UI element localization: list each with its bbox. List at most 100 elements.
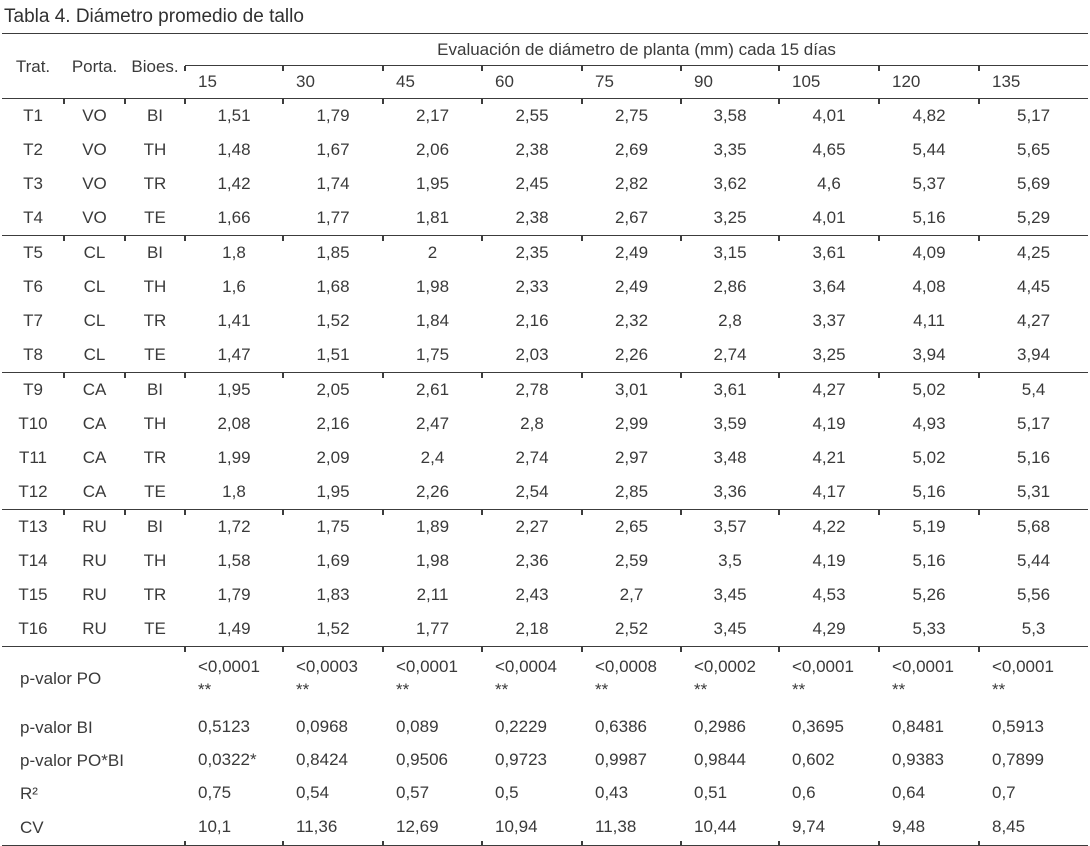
value-cell: 5,3 [1021,619,1046,638]
stats-value-cell: 0,54 [296,783,330,803]
value-cell: 4,29 [812,619,846,638]
value-cell: 1,75 [415,345,450,364]
bioes-cell: BI [124,98,185,133]
stats-value-cell: <0,0001 ** [382,646,482,711]
value-cell: 1,66 [217,208,251,227]
value-cell: 5,02 [912,448,946,467]
stats-value-cell: 0,0968 [296,717,348,737]
porta-cell: CL [63,235,125,270]
value-cell: 2,17 [382,98,482,133]
table-row: T10 CA TH 2,08 2,16 2,47 2,8 2,99 3,59 4,19 4,93 5,… [2,407,1088,441]
value-cell: 5,17 [1017,414,1051,433]
value-cell: 1,51 [184,98,283,133]
table-row: T15 RU TR 1,79 1,83 2,11 2,43 2,7 3,45 4,53 5,26 5,… [2,578,1088,612]
stats-value-cell: 0,6 [792,783,816,803]
header-row-1: Trat. Porta. Bioes. Evaluación de diámet… [2,35,1089,76]
value-cell: 5,56 [1017,585,1051,604]
value-cell: 3,94 [1017,345,1051,364]
header-trat: Trat. [15,56,51,76]
stats-value-cell: 10,94 [481,810,582,846]
value-cell: 4,21 [812,448,846,467]
value-cell: 2,74 [515,448,549,467]
stats-value-cell: 10,1 [184,810,283,846]
stats-value-cell: 0,9506 [396,750,448,770]
trat-cell: T14 [18,551,48,570]
value-cell: 3,37 [812,311,846,330]
table-row: T2 VO TH 1,48 1,67 2,06 2,38 2,69 3,35 4,65 5,44 5,… [2,133,1088,167]
stats-value-cell: 11,38 [581,810,681,846]
bioes-cell: TH [143,551,167,570]
value-cell: 2,26 [614,345,649,364]
stats-value-cell: 9,74 [778,810,879,846]
value-cell: 5,4 [978,372,1089,407]
day-col-header: 45 [382,65,482,99]
value-cell: 3,61 [680,372,779,407]
value-cell: 2,16 [515,311,549,330]
porta-cell: RU [82,619,107,638]
value-cell: 2,43 [515,585,549,604]
value-cell: 4,93 [912,414,946,433]
day-col-header: 120 [878,65,979,99]
bioes-cell: TE [144,482,166,501]
treatment-rows: T1 VO BI 1,51 1,79 2,17 2,55 2,75 3,58 4,01 4,82 5,… [2,98,1089,647]
value-cell: 2,74 [713,345,747,364]
value-cell: 2,86 [713,277,747,296]
stats-value-cell: 0,9844 [694,750,746,770]
value-cell: 4,09 [878,235,979,270]
table-row: T7 CL TR 1,41 1,52 1,84 2,16 2,32 2,8 3,37 4,11 4,2… [2,304,1088,338]
porta-cell: VO [82,174,107,193]
stats-value-cell: 0,2229 [495,717,547,737]
stats-value-cell: 0,9987 [595,750,647,770]
value-cell: 5,69 [1017,174,1051,193]
value-cell: 1,6 [222,277,246,296]
value-cell: 2,65 [581,509,681,544]
value-cell: 2,33 [515,277,549,296]
table-row: T4 VO TE 1,66 1,77 1,81 2,38 2,67 3,25 4,01 5,16 5,… [2,201,1088,236]
value-cell: 4,01 [778,98,879,133]
bioes-cell: TR [143,585,167,604]
porta-cell: CL [83,277,106,296]
porta-cell: RU [82,585,107,604]
value-cell: 1,48 [217,140,251,159]
value-cell: 2,99 [614,414,649,433]
header-row-days: 15 30 45 60 75 90 105 120 135 [2,65,1088,99]
stats-row: p-valor PO <0,0001 ** <0,0003 ** <0,0001 **… [2,646,1089,711]
porta-cell: RU [82,551,107,570]
table-row: T9 CA BI 1,95 2,05 2,61 2,78 3,01 3,61 4,27 5,02 5,… [2,372,1089,407]
porta-cell: VO [63,98,125,133]
value-cell: 4,11 [913,311,945,330]
stats-value-cell: <0,0004 ** [481,646,582,711]
table-row: T16 RU TE 1,49 1,52 1,77 2,18 2,52 3,45 4,29 5,33 5… [2,612,1088,647]
value-cell: 1,8 [184,235,283,270]
value-cell: 3,57 [680,509,779,544]
value-cell: 2,26 [415,482,450,501]
stats-value-cell: 0,8481 [892,717,944,737]
value-cell: 4,19 [812,551,846,570]
stats-row: R² 0,75 0,54 0,57 0,5 0,43 0,51 0,6 0,64 0,7 [2,777,1088,810]
day-col-header: 75 [581,65,681,99]
stats-value-cell: 0,9383 [892,750,944,770]
value-cell: 2,38 [515,208,549,227]
value-cell: 2,75 [581,98,681,133]
value-cell: 2,49 [581,235,681,270]
value-cell: 4,6 [817,174,841,193]
stats-value-cell: 0,5123 [198,717,250,737]
value-cell: 5,02 [878,372,979,407]
value-cell: 5,65 [1017,140,1051,159]
table-row: T3 VO TR 1,42 1,74 1,95 2,45 2,82 3,62 4,6 5,37 5,6… [2,167,1088,201]
value-cell: 1,68 [316,277,350,296]
trat-cell: T9 [2,372,64,407]
bioes-cell: TR [143,448,167,467]
header-bioes: Bioes. [131,56,179,76]
value-cell: 1,41 [217,311,251,330]
value-cell: 3,25 [713,208,747,227]
value-cell: 3,45 [713,585,747,604]
stats-value-cell: 0,9723 [495,750,547,770]
value-cell: 1,42 [217,174,251,193]
value-cell: 2,32 [614,311,649,330]
value-cell: 1,89 [382,509,482,544]
value-cell: 3,59 [713,414,747,433]
value-cell: 5,16 [912,551,946,570]
trat-cell: T5 [2,235,64,270]
